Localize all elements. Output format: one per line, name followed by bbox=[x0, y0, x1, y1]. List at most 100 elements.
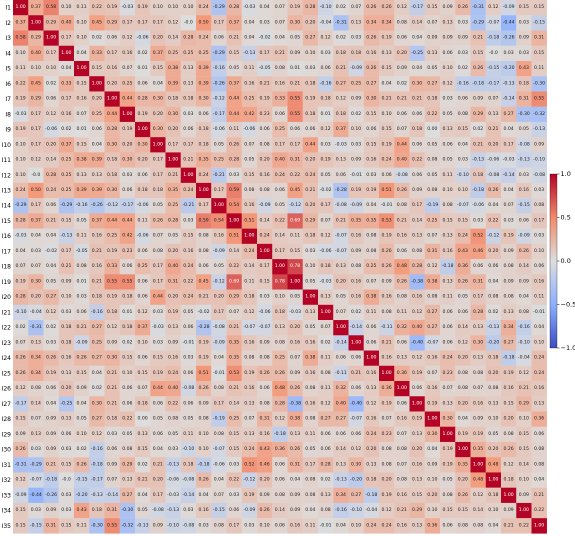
heatmap-cell-value: 0.03 bbox=[504, 50, 514, 56]
heatmap-cell-value: 0.20 bbox=[92, 96, 102, 102]
heatmap-cell-value: 0.08 bbox=[321, 507, 331, 513]
heatmap-cell bbox=[272, 457, 288, 473]
heatmap-cell bbox=[516, 350, 532, 366]
heatmap-cell bbox=[180, 472, 197, 488]
heatmap-cell bbox=[272, 106, 288, 123]
heatmap-cell-value: 0.06 bbox=[321, 446, 331, 452]
y-tick-label: I21 bbox=[2, 309, 12, 316]
heatmap-cell bbox=[150, 182, 166, 199]
heatmap-cell-value: 0.03 bbox=[351, 35, 361, 41]
heatmap-cell-value: 0.78 bbox=[290, 263, 300, 269]
heatmap-cell bbox=[43, 0, 59, 16]
heatmap-cells bbox=[13, 0, 547, 534]
heatmap-cell bbox=[150, 30, 166, 46]
heatmap-cell-value: 0.09 bbox=[46, 507, 56, 513]
heatmap-cell bbox=[302, 15, 319, 31]
heatmap-cell-value: 0.05 bbox=[244, 157, 254, 163]
heatmap-cell-value: 0.19 bbox=[122, 126, 132, 132]
heatmap-cell bbox=[409, 365, 425, 382]
heatmap-cell-value: 0.18 bbox=[183, 96, 193, 102]
heatmap-cell bbox=[501, 30, 517, 46]
heatmap-cell bbox=[28, 137, 44, 153]
heatmap-cell-value: 0.24 bbox=[244, 248, 254, 254]
heatmap-cell-value: 0.30 bbox=[107, 141, 117, 147]
heatmap-cell-value: 0.40 bbox=[412, 324, 422, 330]
heatmap-cell-value: 0.19 bbox=[260, 96, 270, 102]
heatmap-cell bbox=[379, 259, 395, 275]
heatmap-cell-value: 0.08 bbox=[458, 522, 468, 528]
heatmap-cell-value: 0.09 bbox=[443, 4, 453, 10]
y-tick-label: I20 bbox=[2, 294, 12, 301]
heatmap-cell bbox=[119, 381, 136, 397]
y-tick-label: I14 bbox=[2, 203, 12, 210]
heatmap-cell-value: 0.08 bbox=[77, 263, 87, 269]
heatmap-cell-value: 0.16 bbox=[397, 416, 407, 422]
heatmap-cell-value: 0.16 bbox=[382, 294, 392, 300]
heatmap-cell bbox=[501, 0, 517, 16]
heatmap-cell-value: 0.16 bbox=[351, 278, 361, 284]
heatmap-cell-value: -0.02 bbox=[259, 35, 271, 41]
heatmap-cell bbox=[13, 243, 29, 260]
heatmap-cell-value: 0.04 bbox=[77, 400, 87, 406]
heatmap-cell bbox=[28, 0, 44, 16]
heatmap-cell-value: 0.09 bbox=[153, 522, 163, 528]
heatmap-cell bbox=[58, 182, 75, 199]
heatmap-cell bbox=[104, 320, 120, 336]
heatmap-cell bbox=[150, 45, 166, 62]
heatmap-cell bbox=[363, 0, 380, 16]
heatmap-cell bbox=[150, 243, 166, 260]
heatmap-cell-value: 0.36 bbox=[382, 385, 392, 391]
heatmap-cell bbox=[455, 457, 471, 473]
heatmap-cell-value: -0.06 bbox=[487, 157, 499, 163]
heatmap-cell bbox=[272, 487, 288, 504]
heatmap-cell-value: 0.42 bbox=[244, 111, 254, 117]
heatmap-cell-value: -0.09 bbox=[213, 339, 225, 345]
heatmap-cell-value: 0.18 bbox=[168, 96, 178, 102]
heatmap-cell bbox=[135, 457, 151, 473]
heatmap-cell-value: -0.12 bbox=[213, 96, 225, 102]
heatmap-cell bbox=[318, 152, 334, 168]
heatmap-cell-value: 0.15 bbox=[138, 446, 148, 452]
heatmap-cell bbox=[379, 106, 395, 123]
heatmap-cell-value: 0.46 bbox=[260, 461, 270, 467]
heatmap-cell bbox=[409, 426, 425, 443]
heatmap-cell bbox=[424, 365, 441, 382]
heatmap-cell bbox=[302, 365, 319, 382]
heatmap-cell bbox=[531, 198, 547, 214]
heatmap-cell-value: 0.16 bbox=[366, 370, 376, 376]
heatmap-cell bbox=[89, 45, 105, 62]
heatmap-cell bbox=[28, 472, 44, 488]
heatmap-cell-value: 0.23 bbox=[122, 248, 132, 254]
heatmap-cell-value: 0.03 bbox=[504, 217, 514, 223]
heatmap-cell-value: 0.05 bbox=[443, 111, 453, 117]
heatmap-cell-value: 1.00 bbox=[31, 19, 41, 25]
heatmap-cell-value: 0.36 bbox=[275, 446, 285, 452]
heatmap-cell bbox=[89, 457, 105, 473]
heatmap-cell bbox=[43, 365, 59, 382]
heatmap-cell-value: 0.06 bbox=[366, 126, 376, 132]
heatmap-cell-value: 0.15 bbox=[519, 4, 529, 10]
heatmap-cell-value: -0.20 bbox=[76, 492, 88, 498]
heatmap-cell-value: -0.02 bbox=[45, 248, 57, 254]
heatmap-cell-value: 0.27 bbox=[92, 416, 102, 422]
heatmap-cell-value: 0.19 bbox=[351, 187, 361, 193]
heatmap-cell-value: 0.20 bbox=[412, 446, 422, 452]
heatmap-cell-value: 0.15 bbox=[382, 126, 392, 132]
heatmap-cell bbox=[302, 502, 319, 519]
heatmap-cell bbox=[501, 45, 517, 62]
heatmap-cell bbox=[379, 152, 395, 168]
heatmap-cell-value: 0.02 bbox=[92, 385, 102, 391]
y-tick-label: I13 bbox=[2, 188, 12, 195]
heatmap-cell-value: 0.15 bbox=[366, 111, 376, 117]
heatmap-cell-value: 0.14 bbox=[458, 324, 468, 330]
heatmap-cell bbox=[241, 213, 258, 229]
heatmap-cell bbox=[13, 335, 29, 351]
heatmap-cell bbox=[501, 472, 517, 488]
heatmap-cell bbox=[531, 411, 547, 427]
heatmap-cell bbox=[333, 304, 349, 321]
heatmap-cell-value: -0.03 bbox=[15, 111, 27, 117]
heatmap-cell-value: 0.44 bbox=[397, 141, 407, 147]
heatmap-cell bbox=[104, 259, 120, 275]
heatmap-cell bbox=[394, 259, 410, 275]
heatmap-cell-value: 0.08 bbox=[305, 416, 315, 422]
